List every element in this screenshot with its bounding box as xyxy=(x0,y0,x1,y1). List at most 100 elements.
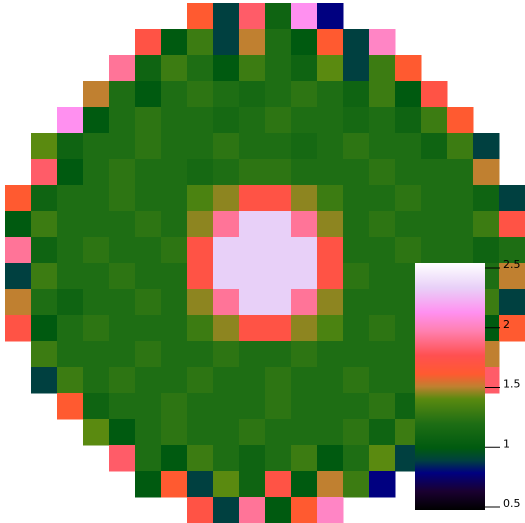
heatmap-cell xyxy=(343,367,370,394)
heatmap-cell xyxy=(109,263,136,290)
heatmap-cell xyxy=(213,211,240,238)
heatmap-cell xyxy=(239,107,266,134)
heatmap-cell xyxy=(187,263,214,290)
heatmap-cell xyxy=(83,211,110,238)
heatmap-cell xyxy=(135,445,162,472)
heatmap-cell xyxy=(135,211,162,238)
heatmap-cell xyxy=(57,211,84,238)
heatmap-cell xyxy=(291,289,318,316)
heatmap-cell xyxy=(317,419,344,446)
heatmap-cell xyxy=(213,445,240,472)
heatmap-cell xyxy=(291,263,318,290)
heatmap-cell xyxy=(239,471,266,498)
heatmap-cell xyxy=(499,185,525,212)
heatmap-cell xyxy=(213,29,240,56)
heatmap-cell xyxy=(187,471,214,498)
heatmap-cell xyxy=(395,211,422,238)
heatmap-cell xyxy=(291,393,318,420)
heatmap-cell xyxy=(161,107,188,134)
heatmap-cell xyxy=(265,471,292,498)
heatmap-cell xyxy=(369,29,396,56)
heatmap-cell xyxy=(239,185,266,212)
heatmap-cell xyxy=(135,341,162,368)
heatmap-cell xyxy=(109,159,136,186)
heatmap-cell xyxy=(343,107,370,134)
heatmap-cell xyxy=(83,81,110,108)
heatmap-cell xyxy=(421,81,448,108)
heatmap-cell xyxy=(421,159,448,186)
heatmap-cell xyxy=(499,289,525,316)
heatmap-cell xyxy=(421,133,448,160)
heatmap-cell xyxy=(291,55,318,82)
heatmap-cell xyxy=(109,367,136,394)
heatmap-cell xyxy=(187,185,214,212)
heatmap-cell xyxy=(291,159,318,186)
heatmap-cell xyxy=(317,55,344,82)
heatmap-cell xyxy=(239,445,266,472)
heatmap-cell xyxy=(317,289,344,316)
heatmap-cell xyxy=(135,81,162,108)
heatmap-cell xyxy=(317,445,344,472)
heatmap-cell xyxy=(343,393,370,420)
heatmap-cell xyxy=(109,185,136,212)
heatmap-cell xyxy=(161,237,188,264)
heatmap-cell xyxy=(265,159,292,186)
heatmap-cell xyxy=(369,81,396,108)
heatmap-cell xyxy=(187,315,214,342)
heatmap-cell xyxy=(343,315,370,342)
heatmap-cell xyxy=(265,393,292,420)
heatmap-cell xyxy=(5,263,32,290)
heatmap-cell xyxy=(265,445,292,472)
heatmap-cell xyxy=(317,107,344,134)
heatmap-cell xyxy=(343,55,370,82)
heatmap-cell xyxy=(161,55,188,82)
heatmap-cell xyxy=(265,107,292,134)
heatmap-cell xyxy=(109,393,136,420)
heatmap-cell xyxy=(395,185,422,212)
heatmap-cell xyxy=(135,185,162,212)
heatmap-cell xyxy=(239,263,266,290)
heatmap-cell xyxy=(135,29,162,56)
heatmap-cell xyxy=(291,107,318,134)
heatmap-cell xyxy=(135,263,162,290)
heatmap-cell xyxy=(447,107,474,134)
heatmap-cell xyxy=(161,211,188,238)
heatmap-cell xyxy=(31,159,58,186)
heatmap-cell xyxy=(369,289,396,316)
heatmap-cell xyxy=(265,289,292,316)
heatmap-cell xyxy=(317,133,344,160)
heatmap-cell xyxy=(369,107,396,134)
heatmap-cell xyxy=(291,81,318,108)
heatmap-cell xyxy=(317,29,344,56)
heatmap-cell xyxy=(265,263,292,290)
heatmap-cell xyxy=(31,185,58,212)
heatmap-cell xyxy=(109,211,136,238)
heatmap-cell xyxy=(135,315,162,342)
heatmap-cell xyxy=(213,81,240,108)
heatmap-cell xyxy=(291,419,318,446)
heatmap-cell xyxy=(369,471,396,498)
heatmap-cell xyxy=(57,263,84,290)
heatmap-cell xyxy=(83,315,110,342)
heatmap-cell xyxy=(161,341,188,368)
heatmap-cell xyxy=(291,185,318,212)
heatmap-cell xyxy=(213,159,240,186)
heatmap-cell xyxy=(447,211,474,238)
heatmap-cell xyxy=(5,289,32,316)
heatmap-cell xyxy=(343,133,370,160)
heatmap-cell xyxy=(317,185,344,212)
heatmap-cell xyxy=(473,159,500,186)
heatmap-cell xyxy=(5,237,32,264)
heatmap-cell xyxy=(343,159,370,186)
heatmap-cell xyxy=(317,263,344,290)
heatmap-cell xyxy=(369,315,396,342)
heatmap-cell xyxy=(239,159,266,186)
heatmap-cell xyxy=(161,393,188,420)
heatmap-cell xyxy=(31,341,58,368)
heatmap-cell xyxy=(369,445,396,472)
heatmap-cell xyxy=(109,419,136,446)
heatmap-cell xyxy=(317,237,344,264)
colorbar xyxy=(415,263,485,510)
heatmap-cell xyxy=(83,159,110,186)
heatmap-cell xyxy=(31,211,58,238)
